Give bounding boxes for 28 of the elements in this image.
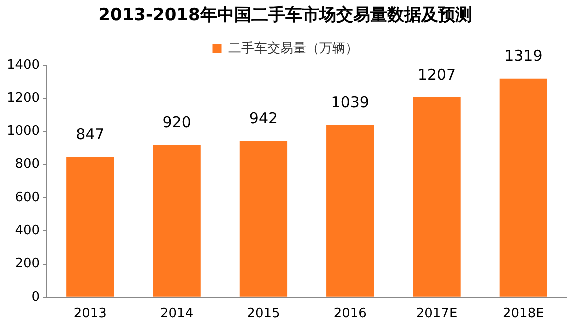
y-tick-label: 0 [32,290,40,305]
bar [326,125,374,297]
y-tick-label: 800 [15,157,40,172]
data-label: 1039 [331,94,370,112]
y-tick-label: 200 [15,256,40,272]
data-label: 942 [249,110,278,128]
bar [66,157,114,297]
x-tick-label: 2015 [247,306,280,322]
data-label: 1319 [504,47,543,66]
data-label: 1207 [418,66,456,84]
data-label: 920 [162,113,192,132]
legend-label: 二手车交易量（万辆） [228,40,358,56]
y-tick-label: 1200 [6,90,40,106]
bar [240,141,288,297]
x-tick-label: 2014 [160,306,194,322]
x-tick-label: 2013 [74,306,107,322]
x-tick-label: 2018E [503,306,544,322]
bar [413,97,461,297]
y-tick-label: 600 [15,190,40,206]
bar [153,144,201,297]
chart-title: 2013-2018年中国二手车市场交易量数据及预测 [98,6,472,26]
y-tick-label: 1400 [6,58,40,73]
y-tick-label: 1000 [6,124,40,140]
x-tick-label: 2016 [334,306,367,322]
y-tick-label: 400 [15,223,40,238]
x-tick-label: 2017E [416,306,458,322]
data-label: 847 [76,125,105,144]
bar [500,78,548,297]
